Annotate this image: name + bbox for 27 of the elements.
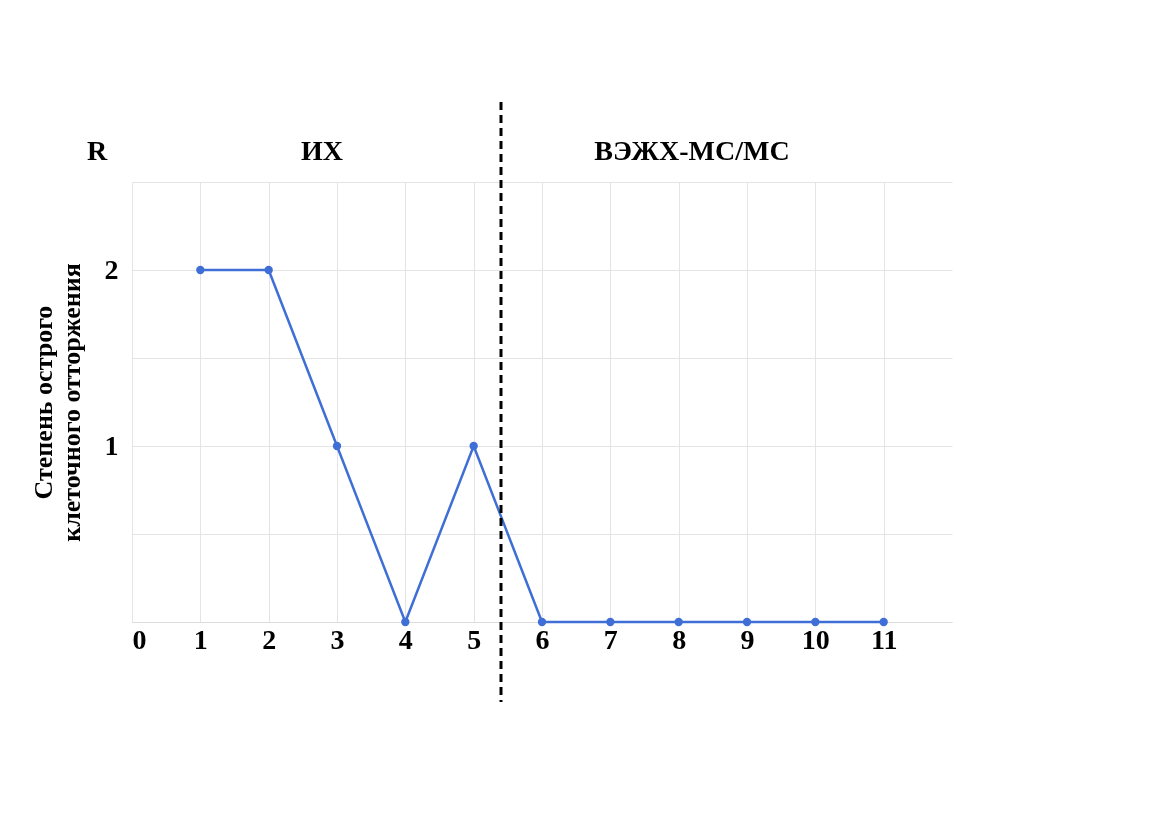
x-tick-label: 0 — [132, 623, 147, 655]
point — [469, 441, 478, 451]
x-tick-label: 6 — [535, 623, 550, 655]
point — [332, 441, 342, 451]
point — [811, 617, 820, 627]
x-tick-label: 7 — [603, 623, 618, 655]
point — [606, 617, 615, 627]
x-tick-label: 2 — [262, 623, 277, 655]
x-tick-label: 3 — [330, 623, 345, 655]
point — [196, 265, 205, 275]
x-tick-label: 4 — [398, 623, 413, 655]
text: R — [86, 135, 108, 166]
point — [674, 617, 683, 627]
text: ВЭЖХ-МС/МС — [594, 135, 790, 166]
x-tick-label: 10 — [801, 623, 830, 655]
text: ИХ — [301, 135, 343, 166]
point — [742, 617, 752, 627]
x-tick-label: 11 — [870, 623, 898, 655]
point — [264, 265, 273, 275]
x-tick-label: 1 — [193, 623, 208, 655]
x-tick-label: 9 — [740, 623, 755, 655]
x-tick-label: 8 — [672, 623, 687, 655]
y-axis-title: Степень острого клеточного отторжения — [28, 263, 86, 542]
x-tick-label: 5 — [467, 623, 482, 655]
point — [879, 617, 888, 627]
point — [537, 617, 547, 627]
point — [401, 617, 410, 627]
